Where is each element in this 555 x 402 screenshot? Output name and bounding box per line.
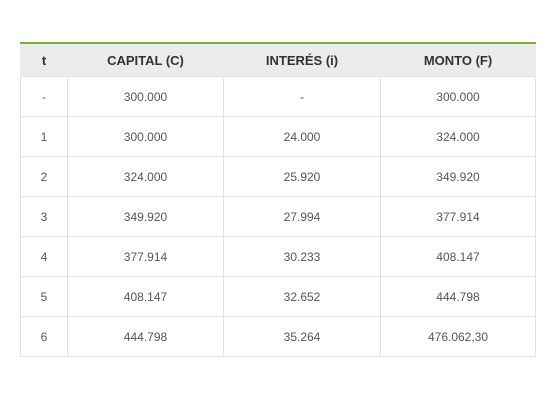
cell-amount: 377.914 bbox=[380, 196, 536, 237]
cell-period: 2 bbox=[20, 156, 68, 197]
cell-interest: 27.994 bbox=[223, 196, 381, 237]
table-body: - 300.000 - 300.000 1 300.000 24.000 324… bbox=[20, 76, 536, 357]
header-capital: CAPITAL (C) bbox=[67, 43, 224, 77]
cell-amount: 300.000 bbox=[380, 76, 536, 117]
table-row: 5 408.147 32.652 444.798 bbox=[20, 276, 536, 317]
cell-period: 4 bbox=[20, 236, 68, 277]
cell-amount: 408.147 bbox=[380, 236, 536, 277]
cell-amount: 476.062,30 bbox=[380, 316, 536, 357]
table-row: 3 349.920 27.994 377.914 bbox=[20, 196, 536, 237]
header-amount: MONTO (F) bbox=[380, 43, 536, 77]
cell-interest: 35.264 bbox=[223, 316, 381, 357]
cell-interest: 24.000 bbox=[223, 116, 381, 157]
cell-amount: 349.920 bbox=[380, 156, 536, 197]
cell-period: 6 bbox=[20, 316, 68, 357]
cell-capital: 444.798 bbox=[67, 316, 224, 357]
cell-capital: 408.147 bbox=[67, 276, 224, 317]
table-row: 1 300.000 24.000 324.000 bbox=[20, 116, 536, 157]
table-row: 6 444.798 35.264 476.062,30 bbox=[20, 316, 536, 357]
cell-capital: 300.000 bbox=[67, 116, 224, 157]
cell-period: - bbox=[20, 76, 68, 117]
table-row: 2 324.000 25.920 349.920 bbox=[20, 156, 536, 197]
cell-interest: 25.920 bbox=[223, 156, 381, 197]
table-row: - 300.000 - 300.000 bbox=[20, 76, 536, 117]
header-period: t bbox=[20, 43, 68, 77]
compound-interest-table: t CAPITAL (C) INTERÉS (i) MONTO (F) - 30… bbox=[20, 42, 536, 357]
table-row: 4 377.914 30.233 408.147 bbox=[20, 236, 536, 277]
cell-capital: 377.914 bbox=[67, 236, 224, 277]
cell-interest: 30.233 bbox=[223, 236, 381, 277]
cell-capital: 300.000 bbox=[67, 76, 224, 117]
cell-period: 5 bbox=[20, 276, 68, 317]
cell-interest: 32.652 bbox=[223, 276, 381, 317]
compound-interest-table-container: t CAPITAL (C) INTERÉS (i) MONTO (F) - 30… bbox=[20, 42, 536, 357]
cell-interest: - bbox=[223, 76, 381, 117]
cell-period: 3 bbox=[20, 196, 68, 237]
cell-period: 1 bbox=[20, 116, 68, 157]
cell-capital: 349.920 bbox=[67, 196, 224, 237]
cell-amount: 444.798 bbox=[380, 276, 536, 317]
table-header-row: t CAPITAL (C) INTERÉS (i) MONTO (F) bbox=[20, 43, 536, 77]
header-interest: INTERÉS (i) bbox=[223, 43, 381, 77]
table-header: t CAPITAL (C) INTERÉS (i) MONTO (F) bbox=[20, 43, 536, 77]
cell-capital: 324.000 bbox=[67, 156, 224, 197]
cell-amount: 324.000 bbox=[380, 116, 536, 157]
